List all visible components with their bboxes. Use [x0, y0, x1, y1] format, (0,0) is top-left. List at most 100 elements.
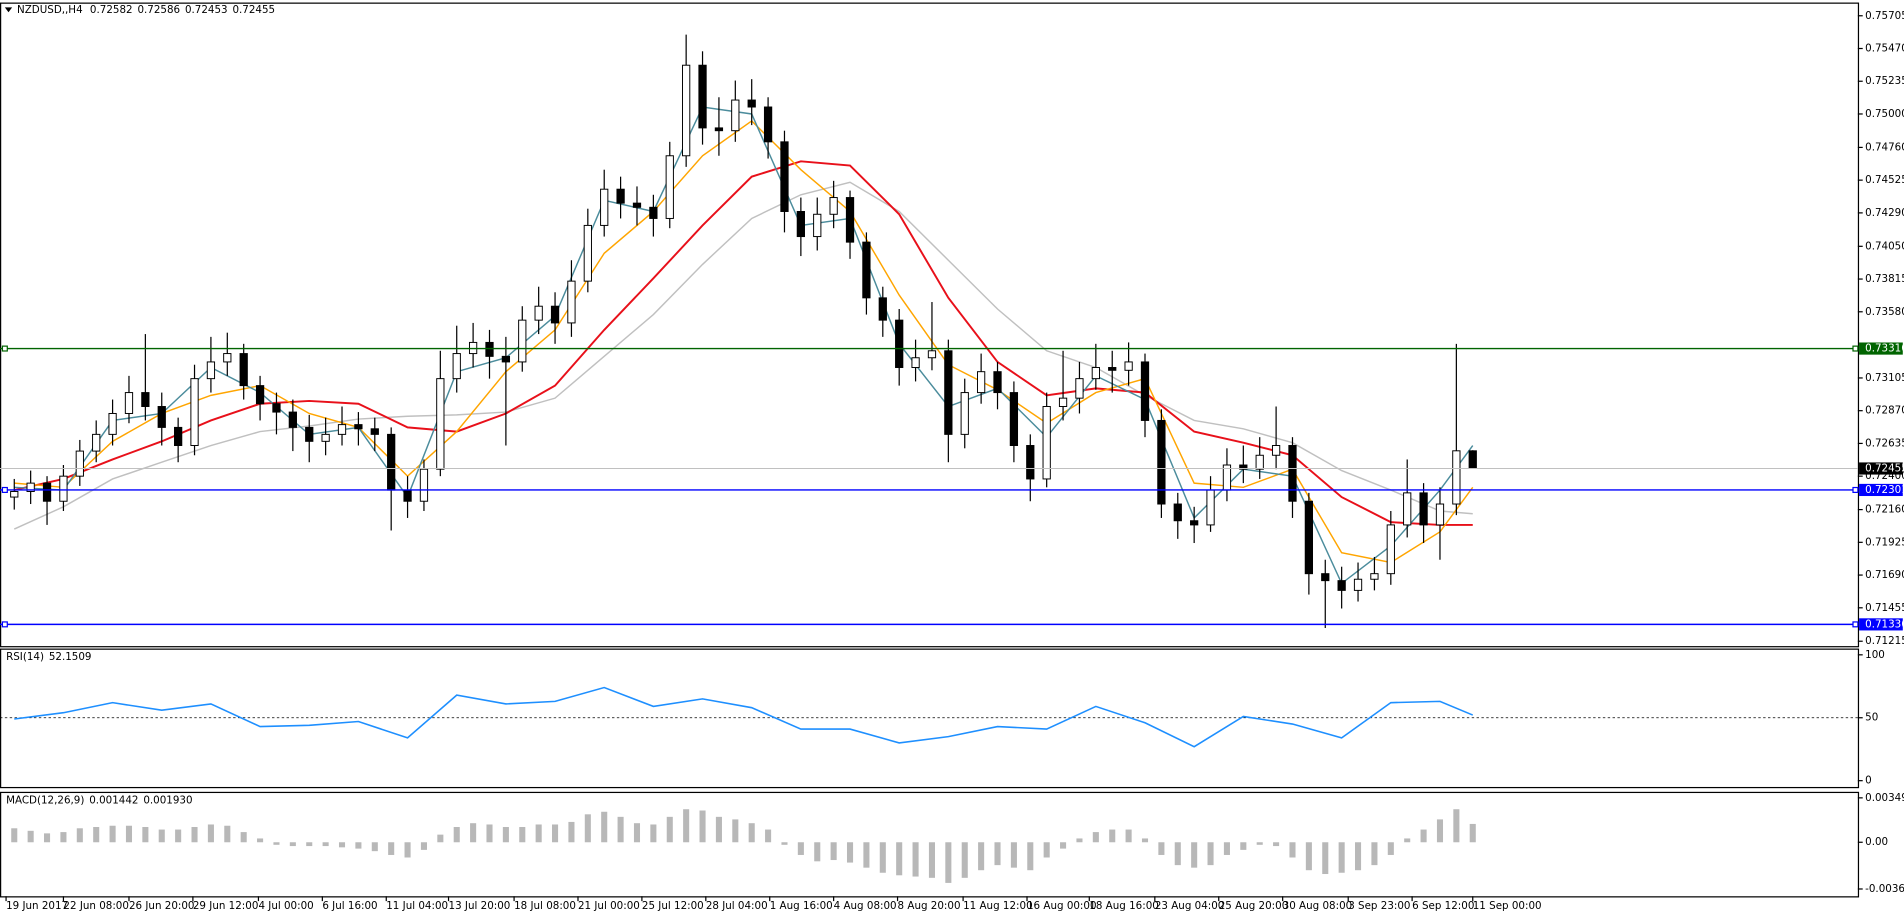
candle-body: [141, 392, 150, 407]
panel-line: 0 50 100: [0, 649, 1885, 787]
candle-body: [976, 371, 986, 394]
candle-body: [829, 197, 838, 215]
y-tick-label: 0.75235: [1865, 75, 1904, 87]
macd-bar: [1371, 842, 1378, 866]
macd-bar: [650, 824, 657, 843]
candle-body: [10, 490, 19, 498]
menu-arrow[interactable]: [4, 7, 13, 13]
candle-body: [1403, 492, 1412, 526]
macd-bar: [44, 833, 51, 843]
candle-body: [59, 475, 68, 502]
macd-bar: [191, 827, 198, 843]
y-tick-label: 0.71215: [1865, 635, 1904, 647]
macd-value: 0.001442: [89, 794, 138, 806]
y-tick-label: 0.73105: [1865, 372, 1904, 384]
candle-body: [26, 482, 35, 492]
x-tick-label: 11 Sep 00:00: [1473, 900, 1542, 912]
candle-body: [1321, 573, 1330, 582]
y-tick-label: 0.73815: [1865, 273, 1904, 285]
candle-body: [698, 64, 707, 129]
candle-body: [682, 64, 691, 157]
line-handle: [1852, 486, 1859, 493]
candle-body: [305, 426, 314, 442]
candle-body: [354, 424, 363, 430]
candle-body: [1304, 500, 1314, 575]
macd-title: MACD(12,26,9): [6, 794, 84, 806]
macd-bar: [1191, 842, 1198, 868]
macd-bar: [1207, 842, 1214, 866]
candle-body: [1288, 445, 1297, 502]
candle-body: [1255, 454, 1264, 470]
line-handle: [1, 486, 8, 493]
x-tick-label: 1 Aug 16:00: [770, 900, 833, 912]
candle-body: [190, 378, 199, 446]
macd-bar: [683, 809, 690, 843]
macd-bar: [535, 824, 542, 843]
candle-body: [796, 211, 805, 238]
candle-body: [534, 305, 543, 321]
y-tick-label: 0.75000: [1865, 108, 1904, 120]
macd-bar: [863, 842, 870, 868]
macd-bar: [273, 842, 280, 845]
candle-body: [1140, 361, 1150, 421]
macd-bar: [1141, 838, 1149, 843]
macd-bar: [1027, 842, 1034, 871]
rsi-value: 52.1509: [49, 651, 92, 663]
macd-bar: [1223, 842, 1230, 855]
candle-body: [1124, 361, 1133, 371]
x-tick-label: 25 Aug 20:00: [1219, 900, 1289, 912]
candle-body: [927, 350, 937, 359]
x-tick-label: 22 Jun 08:00: [63, 900, 129, 912]
macd-bar: [224, 825, 231, 843]
macd-bar: [93, 827, 100, 843]
macd-bar: [879, 842, 886, 873]
candle-body: [157, 406, 166, 428]
candle-body: [206, 361, 216, 380]
macd-bar: [453, 827, 460, 843]
macd-bar: [1158, 842, 1165, 855]
quote-open: 0.72582: [90, 4, 133, 16]
macd-bar: [961, 842, 968, 878]
candle-body: [993, 371, 1002, 394]
macd-bar: [60, 832, 67, 843]
macd-bar: [1174, 842, 1181, 866]
y-tick-label: 0: [1865, 775, 1872, 787]
macd-bar: [1076, 838, 1083, 843]
current-price-box: [1859, 462, 1903, 475]
x-tick-label: 29 Jun 12:00: [193, 900, 259, 912]
macd-bar: [568, 821, 575, 843]
y-tick-label: 0.74290: [1865, 207, 1904, 219]
macd-bar: [158, 829, 165, 843]
x-tick-label: 4 Aug 08:00: [834, 900, 897, 912]
macd-bar: [1355, 842, 1362, 871]
macd-bar: [109, 825, 116, 843]
candle-body: [1386, 524, 1395, 575]
candle-body: [1468, 450, 1477, 469]
y-tick-label: 0.75705: [1865, 10, 1904, 22]
macd-bar: [1043, 842, 1050, 858]
macd-bar: [240, 832, 247, 843]
candle-body: [1091, 367, 1100, 380]
macd-bar: [76, 828, 83, 843]
x-tick-label: 4 Jul 00:00: [258, 900, 313, 912]
candle-body: [1190, 520, 1199, 526]
y-tick-label: -0.003678: [1865, 883, 1904, 895]
macd-bar: [1322, 842, 1329, 875]
macd-bar: [1436, 819, 1444, 843]
macd-bar: [1387, 842, 1394, 855]
candle-body: [583, 224, 592, 282]
candle-body: [1042, 406, 1051, 480]
macd-bar: [830, 842, 837, 861]
macd-bar: [765, 829, 772, 843]
x-tick-label: 30 Aug 08:00: [1283, 900, 1353, 912]
y-tick-label: 50: [1865, 712, 1878, 724]
candle-body: [124, 392, 134, 414]
y-tick-label: 0.71925: [1865, 536, 1904, 548]
candle-body: [649, 206, 658, 219]
moving-average: [13, 181, 1473, 530]
y-tick-label: 0.74760: [1865, 141, 1904, 153]
candle-body: [600, 188, 609, 226]
candle-body: [518, 319, 527, 363]
candle-body: [1009, 392, 1019, 446]
candle-body: [288, 411, 297, 428]
